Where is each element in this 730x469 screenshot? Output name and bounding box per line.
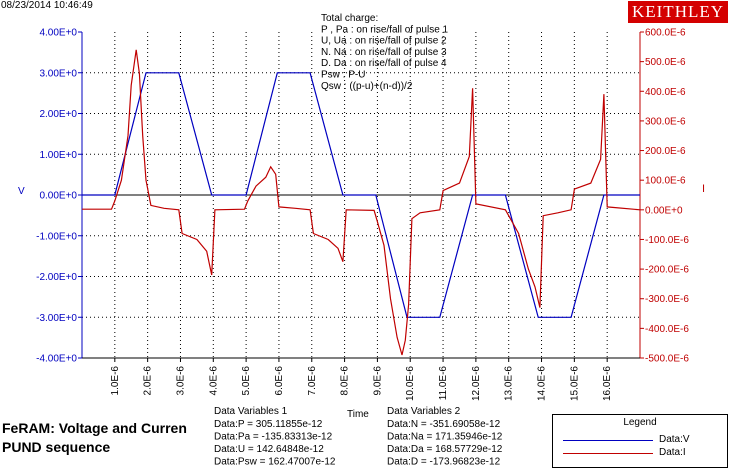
y-left-tick-label: -4.00E+0: [36, 354, 77, 365]
x-tick-label: 7.0E-6: [307, 366, 318, 396]
data-variable-row: Data:U = 142.64848e-12: [214, 444, 324, 455]
legend-label-voltage: Data:V: [659, 434, 690, 445]
x-tick-label: 11.0E-6: [438, 366, 449, 401]
y-right-tick-label: 0.00E+0: [645, 205, 683, 216]
y-right-tick-label: -500.0E-6: [645, 354, 689, 365]
data-variable-row: Data:Psw = 162.47007e-12: [214, 457, 336, 468]
annotation-block: Total charge:P , Pa : on rise/fall of pu…: [321, 13, 449, 92]
legend-title: Legend: [623, 417, 657, 428]
series-line-datai: [82, 49, 641, 356]
x-tick-label: 1.0E-6: [110, 366, 121, 396]
x-tick-label: 5.0E-6: [241, 366, 252, 396]
x-tick-label: 2.0E-6: [143, 366, 154, 396]
annotation-line: D. Da : on rise/fall of pulse 4: [321, 58, 447, 69]
annotation-line: Qsw : ((p-u)+(n-d))/2: [321, 81, 413, 92]
y-right-tick-label: -400.0E-6: [645, 324, 689, 335]
y-right-tick-label: 100.0E-6: [645, 176, 686, 187]
data-variables-heading: Data Variables 2: [387, 406, 461, 417]
y-left-tick-label: 2.00E+0: [39, 109, 77, 120]
data-variables-2: Data Variables 2 Data:N = -351.69058e-12 D…: [387, 406, 503, 468]
y-axis-left-label: V: [18, 186, 25, 197]
chart-title-line-1: FeRAM: Voltage and Curren: [2, 420, 187, 436]
y-right-tick-label: -200.0E-6: [645, 265, 689, 276]
y-axis-right-label: I: [702, 183, 706, 195]
x-tick-label: 12.0E-6: [471, 366, 482, 401]
data-variable-row: Data:D = -173.96823e-12: [387, 457, 501, 468]
y-right-tick-label: 200.0E-6: [645, 146, 686, 157]
data-variables-1: Data Variables 1 Data:P = 305.11855e-12 Da…: [214, 406, 336, 468]
y-right-tick-label: 400.0E-6: [645, 87, 686, 98]
x-tick-label: 16.0E-6: [602, 366, 613, 401]
series: [82, 49, 641, 356]
y-left-tick-label: 0.00E+0: [39, 191, 77, 202]
x-tick-label: 4.0E-6: [208, 366, 219, 396]
x-axis-label: Time: [347, 409, 369, 420]
x-tick-label: 13.0E-6: [504, 366, 515, 401]
legend-label-current: Data:I: [659, 447, 686, 458]
data-variable-row: Data:P = 305.11855e-12: [214, 419, 323, 430]
legend: Legend Data:V Data:I: [552, 414, 728, 468]
data-variable-row: Data:Na = 171.35946e-12: [387, 432, 503, 443]
keithley-logo: KEITHLEY: [628, 1, 728, 23]
annotation-line: P , Pa : on rise/fall of pulse 1: [321, 24, 449, 35]
x-tick-label: 8.0E-6: [340, 366, 351, 396]
timestamp: 08/23/2014 10:46:49: [1, 0, 93, 11]
y-left-tick-label: 3.00E+0: [39, 68, 77, 79]
legend-swatch-voltage: [563, 440, 653, 441]
legend-swatch-current: [563, 453, 653, 454]
data-variable-row: Data:Da = 168.57729e-12: [387, 444, 503, 455]
data-variable-row: Data:N = -351.69058e-12: [387, 419, 501, 430]
annotation-line: Psw : P-U: [321, 70, 365, 81]
y-right-tick-label: -100.0E-6: [645, 235, 689, 246]
x-tick-label: 3.0E-6: [175, 366, 186, 396]
y-left-tick-label: -3.00E+0: [36, 313, 77, 324]
x-tick-label: 15.0E-6: [569, 366, 580, 401]
y-left-tick-label: 4.00E+0: [39, 28, 77, 39]
x-tick-label: 9.0E-6: [372, 366, 383, 396]
data-variables-heading: Data Variables 1: [214, 406, 288, 417]
tick-labels: 1.0E-6 2.0E-6 3.0E-6 4.0E-6 5.0E-6 6.0E-6 7.0E…: [36, 28, 689, 402]
chart-title-line-2: PUND sequence: [2, 439, 111, 455]
y-right-tick-label: -300.0E-6: [645, 294, 689, 305]
x-tick-label: 14.0E-6: [537, 366, 548, 401]
annotation-line: N. Na : on rise/fall of pulse 3: [321, 47, 447, 58]
data-variable-row: Data:Pa = -135.83313e-12: [214, 432, 333, 443]
y-left-tick-label: -1.00E+0: [36, 231, 77, 242]
axes: [78, 31, 644, 362]
series-line-datav: [82, 72, 640, 318]
y-left-tick-label: -2.00E+0: [36, 272, 77, 283]
annotation-line: U, Ua : on rise/fall of pulse 2: [321, 36, 447, 47]
x-tick-label: 6.0E-6: [274, 366, 285, 396]
y-right-tick-label: 300.0E-6: [645, 116, 686, 127]
y-right-tick-label: 500.0E-6: [645, 57, 686, 68]
annotation-line: Total charge:: [321, 13, 378, 24]
x-tick-label: 10.0E-6: [405, 366, 416, 401]
y-right-tick-label: 600.0E-6: [645, 28, 686, 39]
y-left-tick-label: 1.00E+0: [39, 150, 77, 161]
